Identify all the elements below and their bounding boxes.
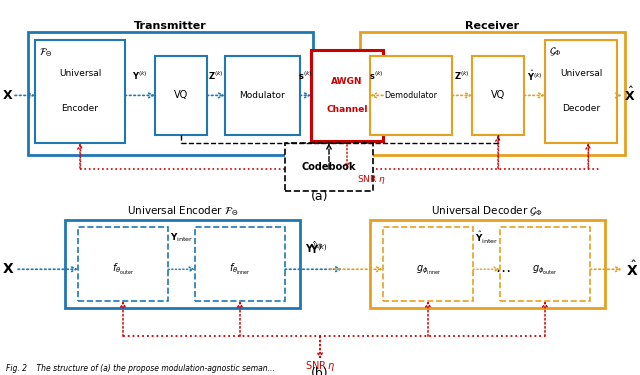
Text: $\mathbf{Y}^{(k)}$: $\mathbf{Y}^{(k)}$ (132, 69, 148, 82)
Text: $\mathbf{X}$: $\mathbf{X}$ (2, 262, 14, 276)
Text: (a): (a) (311, 190, 329, 203)
Bar (311, 50, 383, 141)
Text: $\mathcal{G}_\Phi$: $\mathcal{G}_\Phi$ (549, 46, 562, 58)
Bar (285, 143, 373, 191)
Bar (225, 56, 300, 135)
Text: Channel: Channel (326, 105, 368, 114)
Text: VQ: VQ (174, 90, 188, 101)
Text: $g_{\phi_\mathrm{inner}}$: $g_{\phi_\mathrm{inner}}$ (415, 263, 440, 276)
Text: $g_{\phi_\mathrm{outer}}$: $g_{\phi_\mathrm{outer}}$ (532, 263, 557, 276)
Bar (28, 32, 313, 155)
Text: $\mathbf{Y}_\mathrm{inter}$: $\mathbf{Y}_\mathrm{inter}$ (170, 231, 193, 244)
Text: Transmitter: Transmitter (134, 21, 207, 31)
Text: Receiver: Receiver (465, 21, 520, 31)
Bar (78, 227, 168, 301)
Bar (195, 227, 285, 301)
Bar (370, 56, 452, 135)
Text: $\hat{\mathbf{Y}}^{(k)}$: $\hat{\mathbf{Y}}^{(k)}$ (527, 68, 542, 83)
Text: $f_{\theta_\mathrm{inner}}$: $f_{\theta_\mathrm{inner}}$ (229, 262, 251, 277)
Text: $\mathbf{Z}^{(k)}$: $\mathbf{Z}^{(k)}$ (454, 69, 470, 82)
Bar (370, 220, 605, 308)
Text: Demodulator: Demodulator (385, 91, 438, 100)
Text: $\mathbf{X}$: $\mathbf{X}$ (3, 89, 13, 102)
Text: $\mathcal{F}_\Theta$: $\mathcal{F}_\Theta$ (39, 46, 52, 58)
Text: Universal Decoder $\mathcal{G}_\Phi$: Universal Decoder $\mathcal{G}_\Phi$ (431, 204, 543, 218)
Bar (472, 56, 524, 135)
Text: $\mathbf{s}^{(k)}$: $\mathbf{s}^{(k)}$ (369, 69, 384, 82)
Text: $\hat{\mathbf{Y}}_\mathrm{inter}$: $\hat{\mathbf{Y}}_\mathrm{inter}$ (475, 230, 499, 246)
Text: Modulator: Modulator (239, 91, 285, 100)
Text: Encoder: Encoder (61, 105, 99, 114)
Text: VQ: VQ (491, 90, 505, 101)
Bar (383, 227, 473, 301)
Text: SNR $\eta$: SNR $\eta$ (305, 359, 335, 373)
Text: $\mathbf{Y}^{(k)}$: $\mathbf{Y}^{(k)}$ (305, 241, 323, 255)
Text: Fig. 2    The structure of (a) the propose modulation-agnostic seman...: Fig. 2 The structure of (a) the propose … (6, 364, 275, 373)
Bar (360, 32, 625, 155)
Text: $\mathbf{s}^{(k)}$: $\mathbf{s}^{(k)}$ (298, 69, 313, 82)
Bar (35, 40, 125, 143)
Text: Decoder: Decoder (562, 105, 600, 114)
Bar (545, 40, 617, 143)
Text: $\cdots$: $\cdots$ (495, 262, 511, 277)
Text: $\hat{\mathbf{Y}}^{(k)}$: $\hat{\mathbf{Y}}^{(k)}$ (310, 240, 328, 256)
Text: $\mathbf{Z}^{(k)}$: $\mathbf{Z}^{(k)}$ (208, 69, 224, 82)
Text: $\hat{\mathbf{X}}$: $\hat{\mathbf{X}}$ (624, 86, 636, 104)
Bar (155, 56, 207, 135)
Text: Universal Encoder $\mathcal{F}_\Theta$: Universal Encoder $\mathcal{F}_\Theta$ (127, 204, 238, 218)
Text: Codebook: Codebook (301, 162, 356, 172)
Text: Universal: Universal (59, 69, 101, 78)
Text: $\hat{\mathbf{X}}$: $\hat{\mathbf{X}}$ (626, 260, 638, 279)
Text: AWGN: AWGN (332, 77, 363, 86)
Text: SNR $\eta$: SNR $\eta$ (357, 173, 385, 186)
Bar (65, 220, 300, 308)
Text: (b): (b) (311, 367, 329, 375)
Bar (500, 227, 590, 301)
Text: $f_{\theta_\mathrm{outer}}$: $f_{\theta_\mathrm{outer}}$ (112, 262, 134, 277)
Text: Universal: Universal (560, 69, 602, 78)
